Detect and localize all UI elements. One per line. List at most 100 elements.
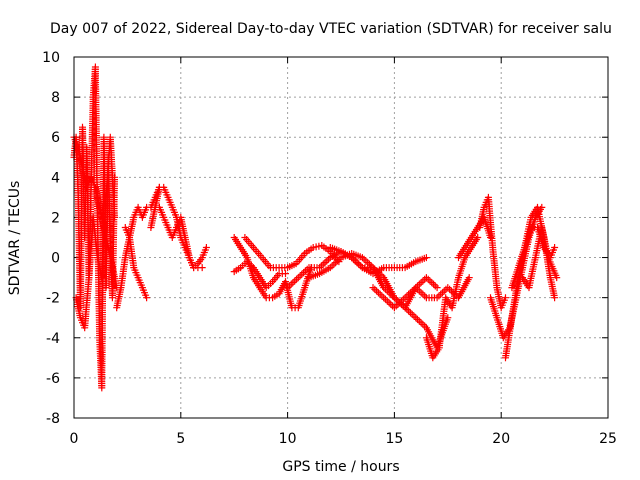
data-point <box>487 234 494 241</box>
data-point <box>202 244 210 251</box>
data-point <box>376 290 384 298</box>
y-tick-label: 0 <box>51 251 60 267</box>
plot-frame <box>73 56 609 419</box>
data-point <box>406 309 414 317</box>
x-tick-label: 15 <box>385 431 403 447</box>
data-point <box>385 299 393 307</box>
x-tick-label: 0 <box>70 431 79 447</box>
data-point <box>321 259 329 267</box>
y-tick-label: 2 <box>51 210 60 226</box>
data-point <box>444 284 452 292</box>
data-point <box>387 300 395 308</box>
data-point <box>371 285 379 293</box>
x-axis-label: GPS time / hours <box>282 459 399 475</box>
data-point <box>551 294 559 302</box>
data-point <box>408 310 416 318</box>
data-point <box>403 292 411 300</box>
data-point <box>435 292 443 300</box>
data-point <box>412 284 420 292</box>
data-point <box>293 275 300 283</box>
data-point <box>551 244 559 251</box>
data-point <box>287 280 295 288</box>
data-point <box>415 280 423 288</box>
y-axis-label: SDTVAR / TECUs <box>7 181 23 296</box>
data-point <box>374 289 382 297</box>
data-point <box>419 290 427 298</box>
data-point <box>353 259 361 267</box>
data-point <box>291 277 299 285</box>
data-point <box>415 317 423 325</box>
data-point <box>300 269 308 277</box>
y-axis: -8 -6 -4 -2 0 2 4 6 8 10 <box>42 50 608 427</box>
data-point <box>390 304 398 312</box>
y-tick-label: -2 <box>46 291 60 307</box>
x-axis: 0 5 10 15 20 25 <box>70 57 617 447</box>
data-point <box>417 279 425 287</box>
data-point <box>383 297 391 305</box>
data-point <box>419 277 427 285</box>
data-point <box>111 213 119 221</box>
x-tick-label: 25 <box>599 431 617 447</box>
data-point <box>296 272 304 280</box>
data-point <box>403 305 411 313</box>
y-tick-label: 4 <box>51 170 60 186</box>
data-point <box>367 262 375 270</box>
data-point <box>289 279 297 287</box>
y-tick-label: 10 <box>42 50 60 66</box>
data-point <box>421 292 429 300</box>
data-point <box>431 282 439 290</box>
data-point <box>358 254 366 262</box>
data-point <box>369 284 377 292</box>
data-point <box>378 292 386 300</box>
data-point <box>198 264 206 272</box>
data-point <box>396 299 404 307</box>
x-tick-label: 10 <box>279 431 297 447</box>
chart-title: Day 007 of 2022, Sidereal Day-to-day VTE… <box>50 21 612 37</box>
data-point <box>422 254 430 262</box>
data-point <box>143 294 151 302</box>
y-tick-label: 6 <box>51 130 60 146</box>
data-point <box>424 275 432 283</box>
data-point <box>355 260 363 268</box>
data-point <box>394 300 402 308</box>
data-point <box>433 284 441 292</box>
data-point <box>380 294 388 302</box>
data-point <box>373 287 381 295</box>
data-point <box>417 319 425 327</box>
data-point <box>382 295 389 303</box>
x-tick-label: 20 <box>492 431 510 447</box>
data-point <box>323 257 331 265</box>
data-point <box>417 289 425 297</box>
data-point <box>437 290 445 298</box>
data-point <box>440 287 448 295</box>
data-point <box>474 234 482 241</box>
data-point <box>350 255 357 263</box>
y-tick-label: -6 <box>46 371 60 387</box>
data-point <box>294 274 302 282</box>
data-point <box>412 314 420 322</box>
data-point <box>421 322 429 330</box>
data-point <box>415 287 423 295</box>
data-point <box>282 270 289 278</box>
data-point <box>414 315 421 323</box>
data-point <box>298 270 306 278</box>
data-point <box>430 280 438 288</box>
data-point <box>332 259 340 267</box>
data-point <box>426 277 434 285</box>
data-points <box>70 63 561 392</box>
y-tick-label: -8 <box>46 411 60 427</box>
data-point <box>502 294 509 302</box>
data-point <box>410 312 418 320</box>
data-point <box>392 302 400 310</box>
y-tick-label: -4 <box>46 331 60 347</box>
data-point <box>428 279 436 287</box>
data-point <box>553 274 561 282</box>
data-point <box>362 257 370 265</box>
x-tick-label: 5 <box>176 431 185 447</box>
data-point <box>422 274 430 282</box>
data-point <box>465 274 473 282</box>
data-point <box>419 320 427 328</box>
y-tick-label: 8 <box>51 90 60 106</box>
data-point <box>439 289 446 297</box>
